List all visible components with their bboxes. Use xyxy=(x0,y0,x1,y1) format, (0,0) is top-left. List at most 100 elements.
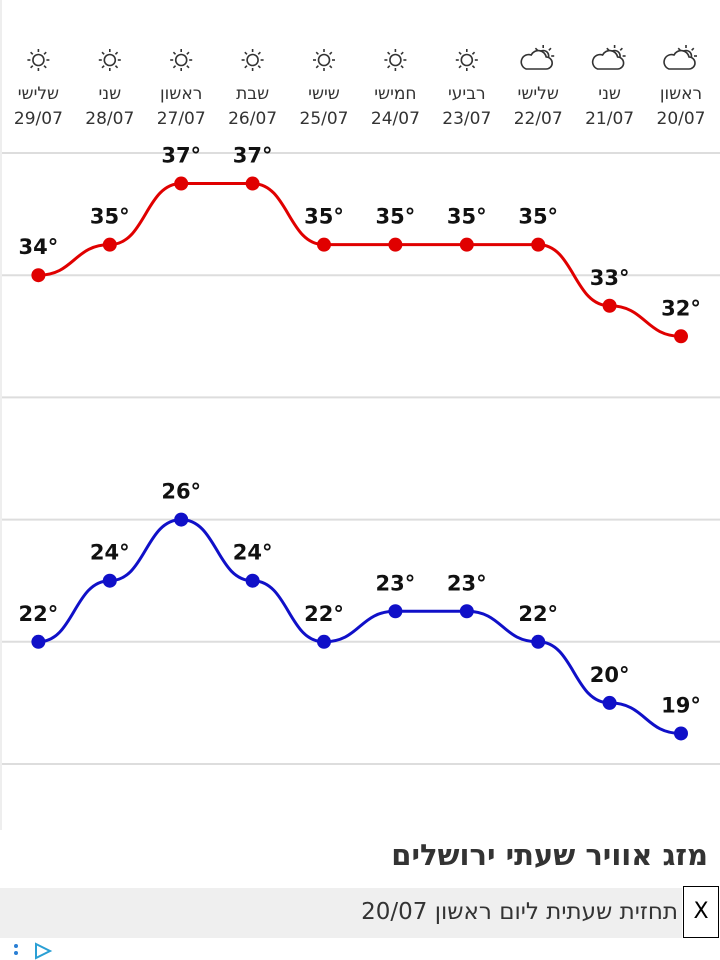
sun-ray xyxy=(257,51,261,55)
day-name: חמישי xyxy=(374,84,416,104)
point xyxy=(531,634,546,649)
hourly-bar[interactable]: תחזית שעתית ליום ראשון 20/07 xyxy=(0,888,682,938)
sun-ray xyxy=(329,51,333,55)
value-label: 35° xyxy=(518,205,558,229)
sun-ray xyxy=(186,65,190,69)
sun-ray xyxy=(257,65,261,69)
sun-ray xyxy=(244,65,248,69)
value-label: 24° xyxy=(233,541,273,565)
value-label: 22° xyxy=(304,602,344,626)
sun xyxy=(174,53,188,67)
sun-ray xyxy=(471,51,476,55)
sun-ray xyxy=(548,47,552,51)
sun-ray xyxy=(30,65,34,69)
sun-ray xyxy=(400,51,404,55)
date-label: 21/07 xyxy=(585,109,634,129)
day-name: שני xyxy=(598,84,621,104)
point xyxy=(602,298,617,313)
point xyxy=(31,268,46,283)
weather-icon xyxy=(170,49,193,71)
point xyxy=(459,604,474,619)
date-label: 25/07 xyxy=(300,109,349,129)
sun-ray xyxy=(387,65,391,69)
close-button[interactable]: X xyxy=(683,886,719,938)
weather-icon xyxy=(591,45,626,70)
weather-icon xyxy=(241,49,264,71)
point xyxy=(102,573,117,588)
sun xyxy=(389,53,402,67)
sun-ray xyxy=(400,65,404,69)
day-name: שני xyxy=(98,84,121,104)
sun-ray xyxy=(619,47,623,51)
point xyxy=(459,237,474,252)
sun-ray xyxy=(315,65,319,69)
sun-ray xyxy=(114,65,119,69)
date-label: 23/07 xyxy=(442,109,491,129)
sun-ray xyxy=(186,51,190,55)
sun xyxy=(317,53,331,67)
date-label: 26/07 xyxy=(228,109,277,129)
sun-ray xyxy=(315,51,319,55)
point xyxy=(674,726,688,741)
date-label: 29/07 xyxy=(14,109,63,129)
sun-ray xyxy=(43,65,47,69)
value-label: 19° xyxy=(661,693,701,717)
date-label: 28/07 xyxy=(85,109,134,129)
sun xyxy=(246,53,259,67)
sun xyxy=(460,53,474,67)
sun-ray xyxy=(114,51,119,55)
sun-ray xyxy=(244,51,248,55)
day-name: שבת xyxy=(236,84,269,104)
value-label: 32° xyxy=(661,296,701,320)
sun-ray xyxy=(329,65,333,69)
day-name: ראשון xyxy=(660,84,702,104)
weather-icon xyxy=(27,49,50,71)
hourly-bar-text: תחזית שעתית ליום ראשון 20/07 xyxy=(361,899,678,925)
point xyxy=(245,176,260,191)
value-label: 35° xyxy=(376,205,416,229)
sun-ray xyxy=(172,51,177,55)
sun-ray xyxy=(101,51,105,55)
point xyxy=(317,634,331,649)
point xyxy=(174,512,189,527)
sun-ray xyxy=(172,65,177,69)
point xyxy=(174,176,189,191)
day-name: רביעי xyxy=(448,84,486,104)
point xyxy=(317,237,331,252)
value-label: 22° xyxy=(518,602,558,626)
value-label: 26° xyxy=(161,480,201,504)
sun-ray xyxy=(471,65,476,69)
sun-ray xyxy=(691,47,695,51)
point xyxy=(531,237,546,252)
sun-ray xyxy=(387,51,391,55)
value-label: 23° xyxy=(447,571,487,595)
weather-icon xyxy=(384,49,407,71)
temperature-line xyxy=(38,518,682,735)
weather-icon xyxy=(455,49,478,71)
value-label: 24° xyxy=(90,541,130,565)
weather-icon xyxy=(663,45,697,70)
day-name: שישי xyxy=(308,84,340,104)
sun xyxy=(32,53,45,67)
weather-icon xyxy=(313,49,335,71)
chart: ראשון 20/07 שני 21/07 שלישי 22/07 רביעי 23/07 חמ… xyxy=(0,0,720,830)
cloud xyxy=(663,49,696,70)
sun-ray xyxy=(43,51,47,55)
value-label: 34° xyxy=(19,235,59,259)
date-label: 22/07 xyxy=(514,109,563,129)
cloud xyxy=(591,49,625,70)
value-label: 22° xyxy=(19,602,59,626)
weather-icon xyxy=(520,45,555,70)
cloud xyxy=(520,49,553,70)
value-label: 23° xyxy=(376,571,416,595)
point xyxy=(31,634,46,649)
date-label: 20/07 xyxy=(657,109,706,129)
ad-icons xyxy=(14,942,53,960)
point xyxy=(388,604,403,619)
day-name: ראשון xyxy=(160,84,202,104)
value-label: 35° xyxy=(90,205,130,229)
value-label: 33° xyxy=(590,266,630,290)
date-label: 24/07 xyxy=(371,109,420,129)
value-label: 20° xyxy=(590,663,630,687)
